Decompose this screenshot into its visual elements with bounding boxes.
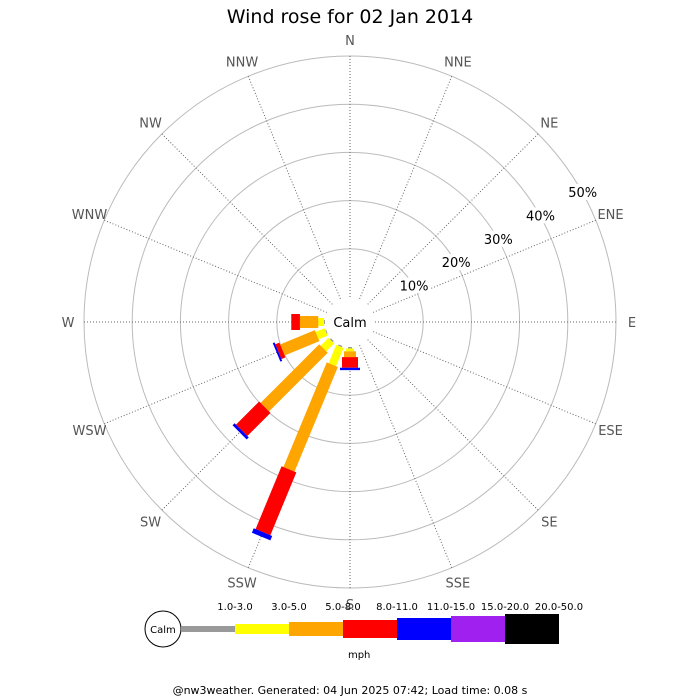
legend-swatch-15.0-20.0 [451,616,505,642]
ring-label: 30% [484,233,513,248]
legend-label-1.0-3.0: 1.0-3.0 [217,602,252,613]
ring-label-bg [482,230,515,247]
segment-sw-5.0-8.0 [260,344,328,412]
segment-w-3.0-5.0 [318,318,325,326]
bar-sw [232,337,335,440]
ring-label-bg [440,254,473,271]
segment-wsw-5.0-8.0 [280,330,320,356]
legend-swatch-5.0-8.0 [289,622,343,636]
segment-sw-11.0-15.0 [232,423,249,440]
segment-s-5.0-8.0 [344,351,356,358]
calm-circle [325,297,375,347]
legend-label-11.0-15.0: 11.0-15.0 [427,602,475,613]
spoke-nne [359,76,453,300]
legend-label-5.0-8.0: 5.0-8.0 [325,602,360,613]
segment-sw-8.0-11.0 [236,401,271,436]
bar-s [340,347,360,371]
direction-label-ssw: SSW [227,577,257,592]
legend-swatch-3.0-5.0 [235,624,289,634]
legend-label-3.0-5.0: 3.0-5.0 [271,602,306,613]
bar-ssw [251,344,344,541]
segment-w-1.0-3.0 [324,320,326,324]
ring-percent-labels: 10% 20% 30% 40% 50% [398,184,599,295]
calm-label: Calm [333,316,366,331]
wind-bars [232,314,360,541]
direction-label-n: N [345,34,355,49]
ring-label: 50% [568,186,597,201]
segment-s-1.0-3.0 [348,347,352,349]
legend-units: mph [348,650,370,661]
legend-swatch-11.0-15.0 [397,618,451,640]
direction-label-wnw: WNW [72,208,108,223]
spoke-ene [372,219,596,313]
spoke-wnw [104,219,328,313]
spoke-ne [367,133,539,305]
direction-label-ese: ESE [598,424,623,439]
segment-wsw-3.0-5.0 [315,328,328,340]
segment-ssw-1.0-3.0 [338,344,343,348]
direction-label-nne: NNE [444,55,472,70]
segment-s-3.0-5.0 [346,348,354,352]
segment-wsw-1.0-3.0 [325,329,328,334]
direction-label-nw: NW [139,117,162,132]
legend-calm-label: Calm [150,625,176,636]
direction-label-nnw: NNW [226,55,258,70]
ring-label-bg [566,184,599,201]
direction-label-sse: SSE [446,577,471,592]
spoke-ese [372,331,596,425]
legend-swatch-8.0-11.0 [343,620,397,638]
direction-label-sw: SW [140,515,161,530]
ring-label: 10% [400,280,429,295]
bar-wsw [272,328,328,362]
direction-label-wsw: WSW [72,424,106,439]
chart-title: Wind rose for 02 Jan 2014 [227,6,474,28]
direction-label-s: S [346,598,354,613]
spoke-sse [359,344,453,568]
segment-w-5.0-8.0 [299,316,319,328]
segment-sw-3.0-5.0 [320,337,335,352]
ring-label-bg [398,277,431,294]
segment-ssw-11.0-15.0 [251,528,273,541]
footer-text: @nw3weather. Generated: 04 Jun 2025 07:4… [173,684,528,697]
ring-label-bg [524,207,557,224]
direction-label-e: E [628,316,636,331]
segment-sw-1.0-3.0 [329,338,334,343]
segment-ssw-3.0-5.0 [328,344,344,367]
segment-s-11.0-15.0 [340,367,360,371]
segment-wsw-11.0-15.0 [272,342,283,362]
spoke-se [367,339,539,511]
legend-swatch-1.0-3.0 [181,626,235,632]
direction-label-ne: NE [540,117,558,132]
direction-label-se: SE [541,515,557,530]
legend-swatch-20.0-50.0 [505,614,559,644]
segment-ssw-8.0-11.0 [255,466,297,536]
spoke-nw [161,133,333,305]
ring-label: 40% [526,209,555,224]
calm-center: Calm [325,297,375,347]
segment-w-8.0-11.0 [291,314,300,330]
direction-label-ene: ENE [597,208,623,223]
segment-wsw-8.0-11.0 [275,342,286,360]
segment-s-8.0-11.0 [342,357,358,368]
legend-label-15.0-20.0: 15.0-20.0 [481,602,529,613]
direction-label-w: W [62,316,75,331]
ring-label: 20% [442,256,471,271]
legend-label-8.0-11.0: 8.0-11.0 [376,602,418,613]
spoke-wsw [104,331,328,425]
bar-w [291,314,326,330]
legend-label-20.0-50.0: 20.0-50.0 [535,602,583,613]
segment-ssw-5.0-8.0 [283,362,338,472]
speed-legend: Calm 1.0-3.0 3.0-5.0 5.0-8.0 8.0-11.0 11.0-15… [144,602,583,661]
spoke-nnw [247,76,341,300]
